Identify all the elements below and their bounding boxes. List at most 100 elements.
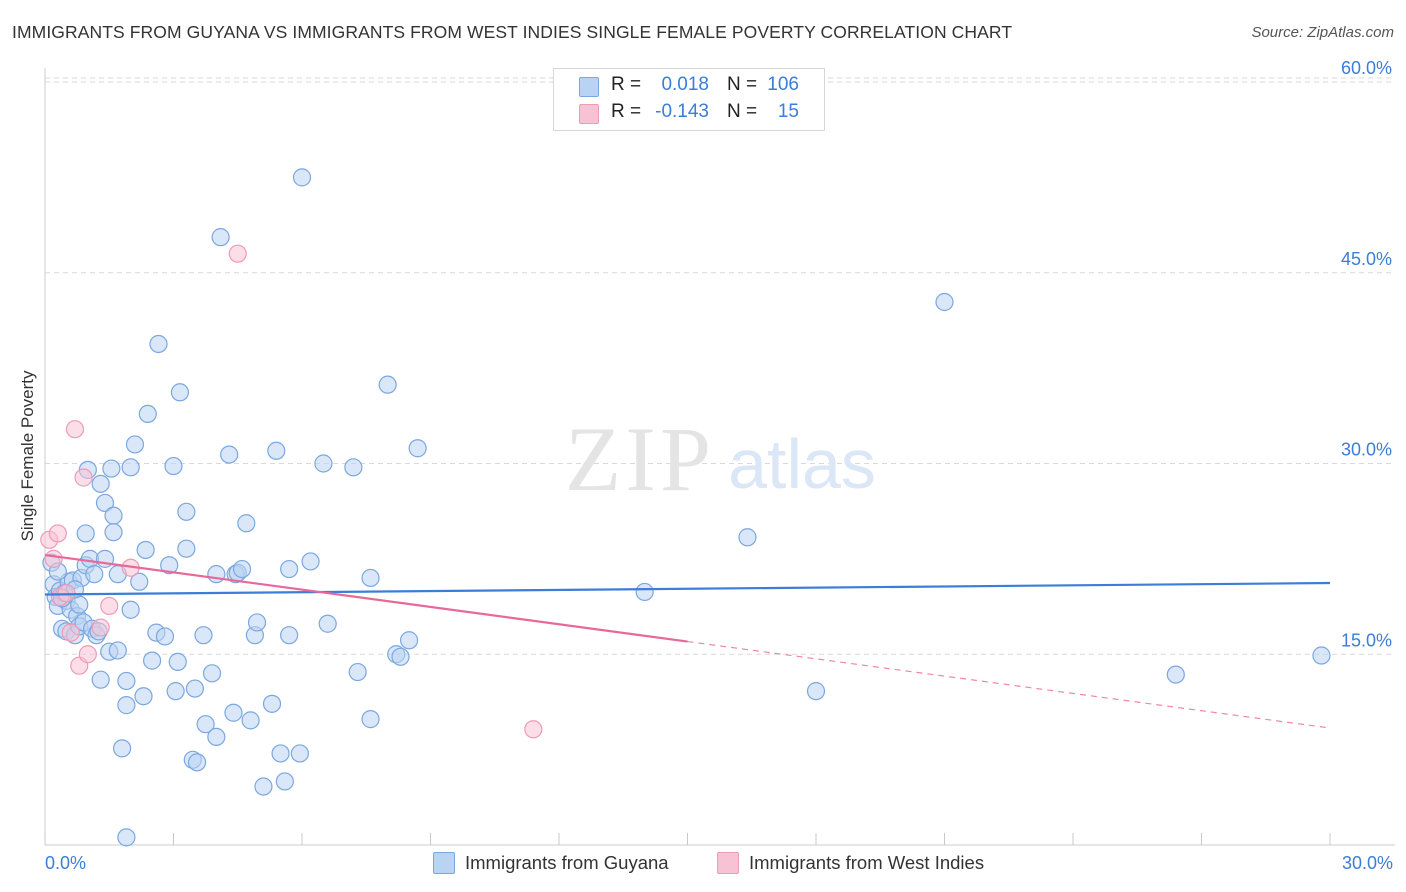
point-guyana xyxy=(164,456,183,476)
point-guyana xyxy=(635,582,654,602)
point-guyana xyxy=(177,502,196,521)
legend-item-west-indies[interactable]: Immigrants from West Indies xyxy=(717,851,1027,877)
point-guyana xyxy=(76,524,95,543)
point-guyana xyxy=(117,828,136,847)
point-guyana xyxy=(361,568,380,588)
point-west-indies xyxy=(524,720,543,739)
chart-title: IMMIGRANTS FROM GUYANA VS IMMIGRANTS FRO… xyxy=(12,22,1013,42)
watermark-zip: ZIP xyxy=(565,408,715,510)
point-guyana xyxy=(170,383,190,402)
y-tick-label: 15.0% xyxy=(1341,630,1392,650)
point-guyana xyxy=(280,626,299,645)
point-west-indies xyxy=(61,623,80,642)
point-guyana xyxy=(160,556,179,575)
legend-r-value: 0.018 xyxy=(661,74,709,95)
point-west-indies xyxy=(74,468,93,487)
point-guyana xyxy=(207,565,226,584)
tick-labels: 15.0% 30.0% 45.0% 60.0% 0.0% 30.0% xyxy=(45,58,1393,873)
x-tick-label: 0.0% xyxy=(45,853,86,873)
point-guyana xyxy=(301,552,320,571)
point-guyana xyxy=(85,565,104,584)
point-guyana xyxy=(232,559,252,579)
point-west-indies xyxy=(100,596,119,616)
point-guyana xyxy=(149,334,168,354)
point-guyana xyxy=(202,664,222,683)
legend-r-label: R = xyxy=(611,74,642,95)
point-guyana xyxy=(275,772,294,791)
point-guyana xyxy=(168,652,187,671)
point-guyana xyxy=(348,662,367,682)
point-guyana xyxy=(361,710,380,729)
trend-line-west-indies xyxy=(44,553,688,643)
point-guyana xyxy=(378,375,397,394)
point-guyana xyxy=(142,651,162,670)
legend-item-guyana[interactable]: Immigrants from Guyana xyxy=(433,851,703,877)
point-guyana xyxy=(166,682,185,701)
point-guyana xyxy=(344,458,363,477)
point-guyana xyxy=(91,670,110,689)
y-tick-label: 60.0% xyxy=(1341,58,1392,78)
point-guyana xyxy=(207,727,226,747)
point-west-indies xyxy=(78,645,97,664)
point-guyana xyxy=(125,435,145,454)
point-guyana xyxy=(292,168,312,187)
legend-n-value: 106 xyxy=(767,74,799,95)
y-tick-label: 45.0% xyxy=(1341,249,1392,269)
point-guyana xyxy=(104,523,123,542)
watermark-atlas: atlas xyxy=(728,425,876,503)
point-guyana xyxy=(254,777,273,796)
point-guyana xyxy=(262,694,282,713)
point-guyana xyxy=(271,744,290,763)
point-guyana xyxy=(280,559,299,579)
point-guyana xyxy=(1166,665,1185,684)
point-guyana xyxy=(121,600,140,619)
point-guyana xyxy=(136,540,155,560)
point-guyana xyxy=(399,631,419,650)
point-guyana xyxy=(102,459,121,478)
point-guyana xyxy=(408,439,427,458)
trend-lines xyxy=(44,553,1331,729)
legend-n-label: N = xyxy=(727,101,758,122)
source-label: Source: ZipAtlas.com xyxy=(1251,24,1394,41)
legend-label-west-indies: Immigrants from West Indies xyxy=(749,852,985,873)
point-guyana xyxy=(806,682,826,701)
axes xyxy=(44,68,1395,846)
point-guyana xyxy=(267,441,286,460)
point-guyana xyxy=(91,474,110,493)
point-guyana xyxy=(138,404,157,424)
legend-swatch-west-indies xyxy=(579,104,599,124)
point-guyana xyxy=(177,539,196,558)
data-points xyxy=(40,168,1331,847)
point-guyana xyxy=(117,696,136,715)
y-tick-label: 30.0% xyxy=(1341,440,1392,460)
point-guyana xyxy=(117,671,136,691)
point-guyana xyxy=(130,572,149,591)
legend-n-label: N = xyxy=(727,74,758,95)
point-guyana xyxy=(194,626,213,645)
point-guyana xyxy=(220,445,239,464)
legend-r-label: R = xyxy=(611,101,642,122)
point-guyana xyxy=(185,679,205,698)
point-west-indies xyxy=(228,244,247,263)
point-guyana xyxy=(134,687,153,706)
point-guyana xyxy=(121,458,140,477)
y-axis-label: Single Female Poverty xyxy=(18,370,37,542)
point-guyana xyxy=(318,614,337,633)
point-guyana xyxy=(241,711,260,730)
point-guyana xyxy=(314,454,333,473)
point-guyana xyxy=(738,528,757,547)
point-guyana xyxy=(104,506,123,525)
point-guyana xyxy=(95,493,115,513)
point-guyana xyxy=(211,228,230,247)
legend-n-value: 15 xyxy=(777,101,799,122)
x-tick-label: 30.0% xyxy=(1342,853,1393,873)
point-guyana xyxy=(108,641,127,660)
point-guyana xyxy=(196,715,215,734)
point-guyana xyxy=(187,753,207,772)
point-guyana xyxy=(290,744,309,763)
legend-label-guyana: Immigrants from Guyana xyxy=(465,852,669,873)
point-guyana xyxy=(247,613,267,632)
point-west-indies xyxy=(91,618,110,637)
point-guyana xyxy=(224,703,243,722)
